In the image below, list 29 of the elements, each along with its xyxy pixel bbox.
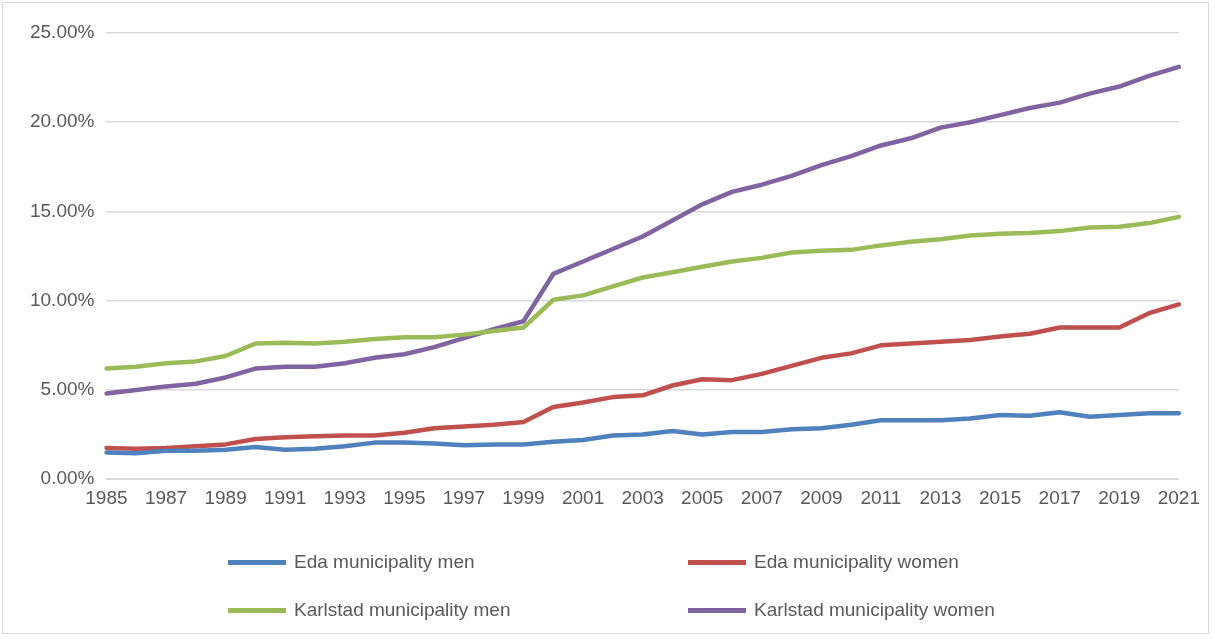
- y-tick-label: 15.00%: [29, 199, 95, 221]
- x-tick-label: 1997: [442, 486, 486, 508]
- x-tick-label: 1985: [85, 486, 128, 508]
- x-tick-label: 2007: [740, 486, 783, 508]
- x-tick-label: 2011: [860, 486, 902, 508]
- x-tick-label: 2003: [621, 486, 664, 508]
- x-tick-label: 1991: [264, 486, 307, 508]
- x-tick-label: 2015: [978, 486, 1022, 508]
- x-tick-label: 2013: [919, 486, 962, 508]
- x-tick-label: 1995: [383, 486, 426, 508]
- y-tick-label: 0.00%: [40, 467, 95, 489]
- x-tick-label: 2021: [1157, 486, 1201, 508]
- legend-label: Karlstad municipality women: [754, 599, 995, 621]
- x-tick-label: 2005: [681, 486, 724, 508]
- x-tick-label: 1999: [502, 486, 545, 508]
- x-tick-label: 2001: [561, 486, 605, 508]
- x-tick-label: 1993: [323, 486, 366, 508]
- y-tick-label: 20.00%: [29, 110, 95, 132]
- x-tick-label: 1987: [144, 486, 188, 508]
- legend-label: Eda municipality men: [294, 551, 475, 573]
- legend-label: Eda municipality women: [754, 551, 959, 573]
- x-tick-label: 2009: [800, 486, 843, 508]
- x-tick-label: 1989: [204, 486, 247, 508]
- x-tick-label: 2019: [1098, 486, 1141, 508]
- y-tick-label: 5.00%: [40, 378, 95, 400]
- legend-label: Karlstad municipality men: [294, 599, 511, 621]
- x-tick-label: 2017: [1038, 486, 1081, 508]
- y-tick-label: 10.00%: [29, 288, 95, 310]
- y-tick-label: 25.00%: [29, 21, 95, 43]
